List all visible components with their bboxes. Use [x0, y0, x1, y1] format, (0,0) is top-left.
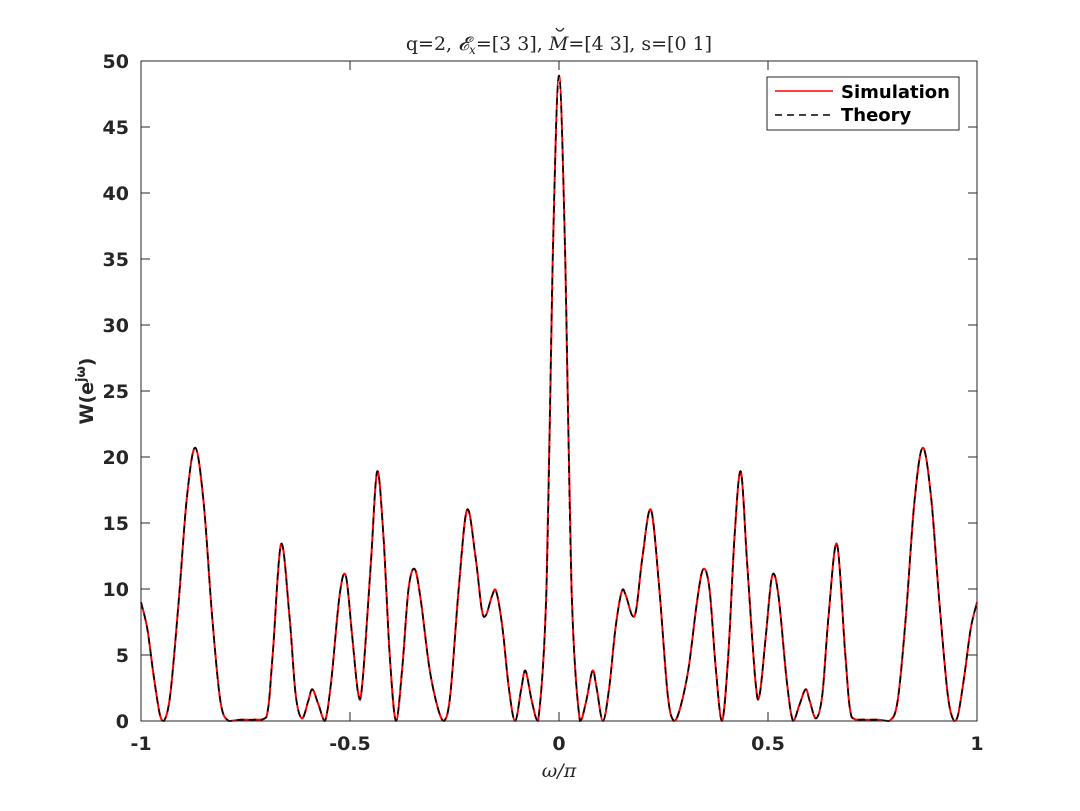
x-tick-label: 1: [970, 733, 983, 755]
series-layer: [140, 74, 978, 723]
y-tick-label: 0: [116, 711, 129, 733]
y-tick-label: 5: [116, 645, 129, 667]
y-tick-label: 45: [103, 117, 129, 139]
legend-box: [766, 76, 960, 131]
legend-label-theory: Theory: [841, 105, 912, 126]
y-tick-label: 10: [103, 579, 129, 601]
legend: Simulation Theory: [766, 76, 960, 131]
y-axis-label: W(ejω): [74, 358, 98, 425]
breve-accent: [555, 27, 565, 32]
legend-label-simulation: Simulation: [841, 82, 950, 103]
y-tick-label: 40: [103, 183, 129, 205]
x-tick-label: 0.5: [751, 733, 785, 755]
y-tick-label: 35: [103, 249, 129, 271]
x-axis-label: ω/π: [542, 760, 577, 782]
x-tick-label: -0.5: [329, 733, 371, 755]
series-line-theory: [140, 74, 978, 722]
x-tick-label: 0: [552, 733, 565, 755]
chart-title: q=2, 𝓔x=[3 3], M=[4 3], s=[0 1]: [406, 33, 712, 57]
y-tick-label: 50: [103, 51, 129, 73]
y-tick-label: 15: [103, 513, 129, 535]
x-tick-label: -1: [130, 733, 151, 755]
y-tick-label: 30: [103, 315, 129, 337]
y-tick-label: 25: [103, 381, 129, 403]
plot-area: [141, 61, 977, 721]
y-tick-label: 20: [103, 447, 129, 469]
